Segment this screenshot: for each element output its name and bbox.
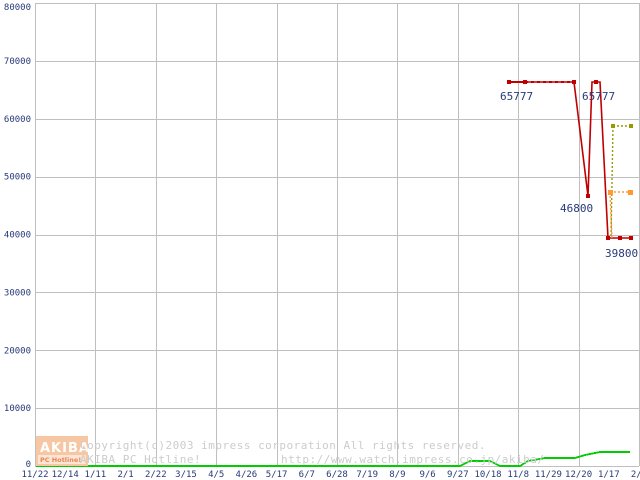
x-axis-tick-labels: 11/22 12/14 1/11 2/1 2/22 3/15 4/5 4/26 5/17 6/7 6…	[21, 470, 640, 480]
x-axis-tick: 4/5	[208, 470, 224, 480]
series-green-volume	[36, 451, 630, 467]
footer-copyright: Copyright(c)2003 impress corporation All…	[80, 439, 486, 452]
x-axis-tick: 12/20	[565, 470, 592, 480]
value-annotation: 46800	[560, 202, 593, 215]
x-axis-tick: 2/1	[117, 470, 133, 480]
y-axis-tick: 40000	[4, 231, 31, 241]
y-axis-tick: 80000	[4, 3, 31, 13]
x-axis-tick: 11/29	[535, 470, 562, 480]
series-red-price	[507, 80, 633, 240]
x-axis-tick: 5/17	[266, 470, 288, 480]
y-axis-tick: 10000	[4, 404, 31, 414]
y-axis-tick: 20000	[4, 346, 31, 356]
x-axis-tick: 1/11	[85, 470, 107, 480]
x-axis-tick: 8/9	[389, 470, 405, 480]
y-axis-tick: 30000	[4, 288, 31, 298]
y-axis-tick: 0	[26, 460, 31, 470]
data-value-annotations: 65777 65777 46800 39800	[500, 90, 638, 260]
y-axis-tick-labels: 80000 70000 60000 50000 40000 30000 20000 10000…	[4, 3, 31, 470]
akiba-watermark: AKIBA PC Hotline!	[36, 436, 90, 466]
x-axis-tick: 10/18	[474, 470, 501, 480]
value-annotation: 65777	[500, 90, 533, 103]
series-olive-avg	[610, 124, 633, 239]
y-axis-tick: 70000	[4, 57, 31, 67]
footer-site-name: AKIBA PC Hotline!	[80, 453, 201, 466]
x-axis-tick: 2/7	[631, 470, 640, 480]
series-orange-min	[608, 190, 633, 239]
x-axis-tick: 11/8	[507, 470, 529, 480]
x-axis-tick: 9/6	[419, 470, 435, 480]
value-annotation: 65777	[582, 90, 615, 103]
x-axis-tick: 6/7	[299, 470, 315, 480]
footer-credit: Copyright(c)2003 impress corporation All…	[80, 439, 545, 466]
x-axis-tick: 6/28	[326, 470, 348, 480]
x-axis-tick: 9/27	[447, 470, 469, 480]
x-axis-tick: 7/19	[356, 470, 378, 480]
x-axis-tick: 2/22	[145, 470, 167, 480]
y-axis-tick: 50000	[4, 173, 31, 183]
footer-url: http://www.watch.impress.co.jp/akiba/	[281, 453, 545, 466]
value-annotation: 39800	[605, 247, 638, 260]
x-axis-tick: 4/26	[236, 470, 258, 480]
watermark-title: AKIBA	[40, 441, 90, 456]
watermark-subtitle: PC Hotline!	[40, 456, 81, 464]
y-axis-tick: 60000	[4, 115, 31, 125]
series-layer	[36, 80, 633, 467]
x-axis-tick: 11/22	[21, 470, 48, 480]
x-axis-tick: 1/17	[598, 470, 620, 480]
watermark-strip	[38, 455, 86, 464]
x-axis-tick: 12/14	[52, 470, 79, 480]
x-axis-tick: 3/15	[175, 470, 197, 480]
